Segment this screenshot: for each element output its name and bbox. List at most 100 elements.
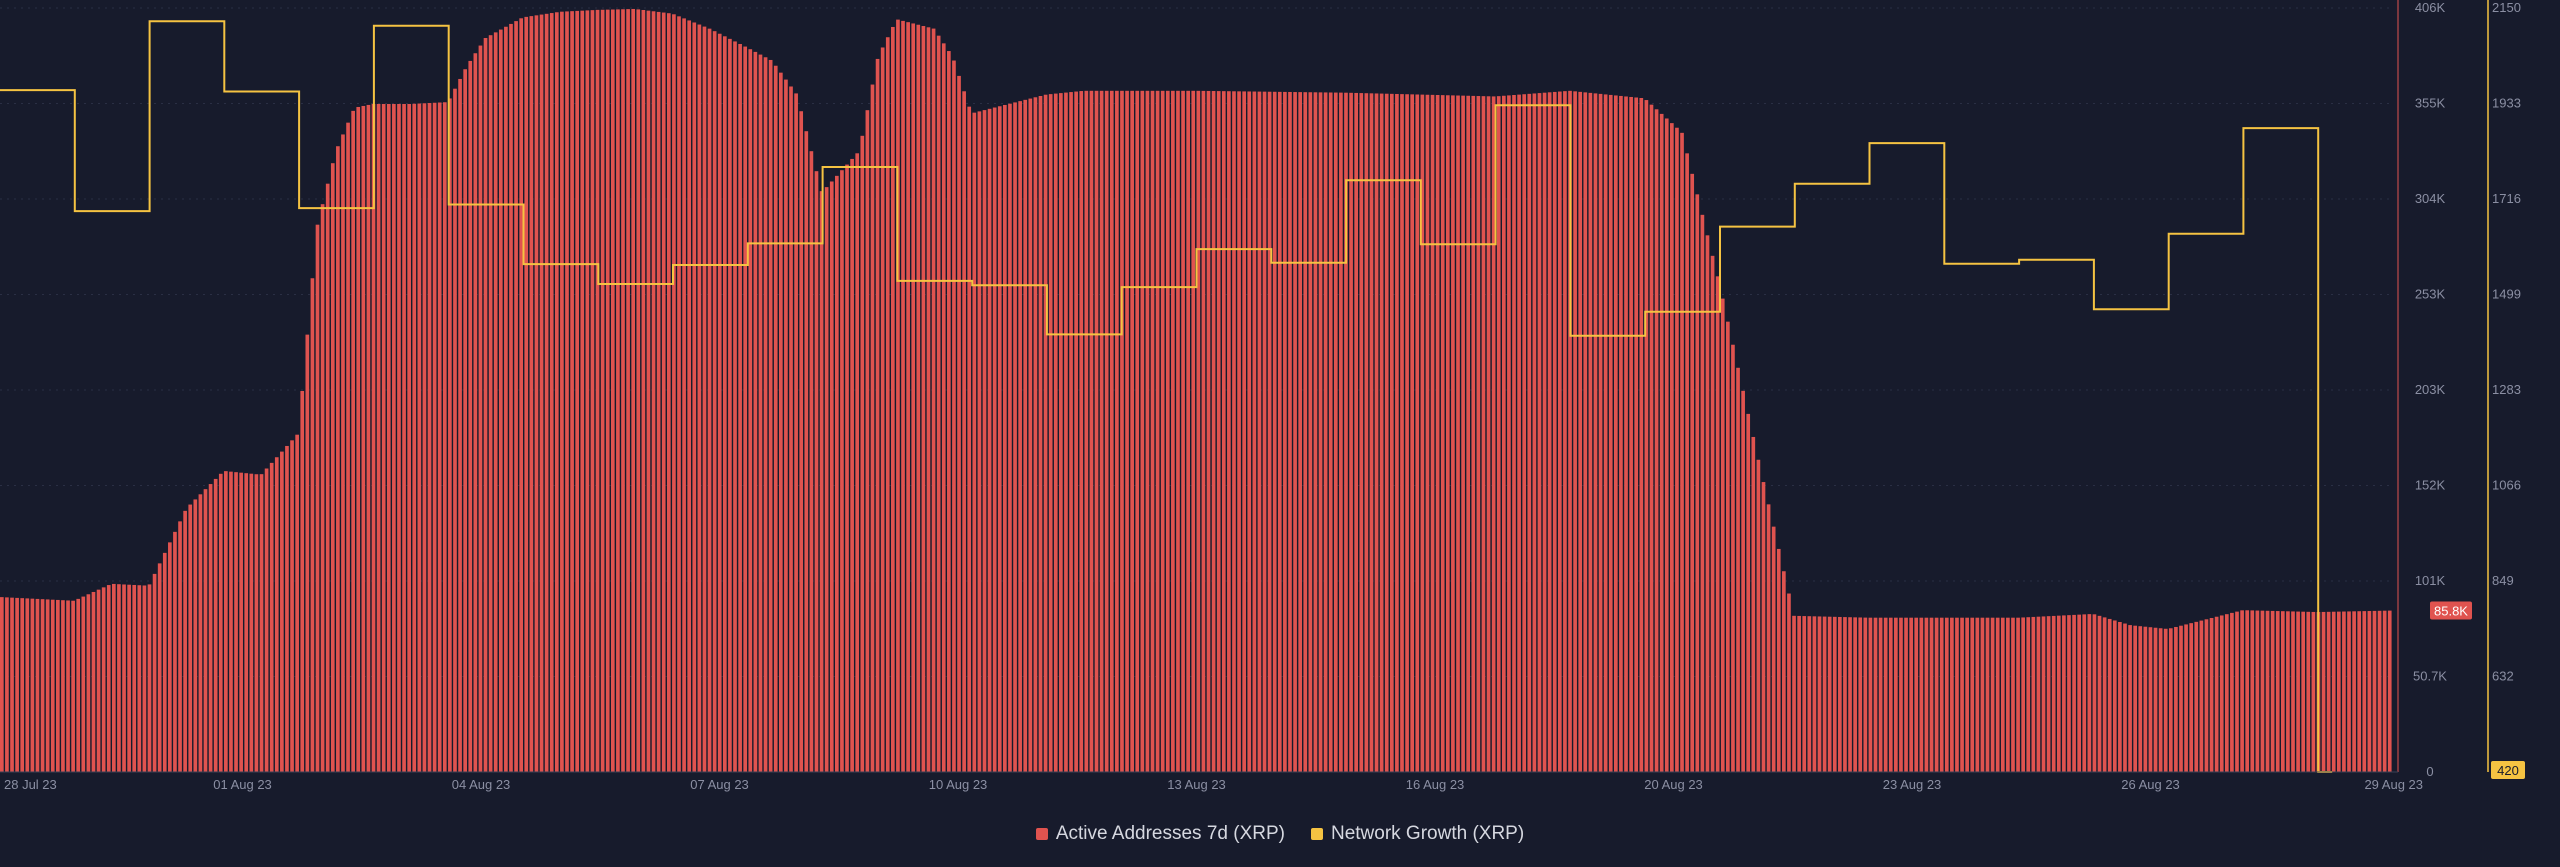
bar — [2041, 616, 2046, 772]
bar — [554, 12, 559, 772]
left-current-value-badge — [2430, 601, 2472, 620]
bar — [580, 10, 585, 772]
bar — [1033, 97, 1038, 772]
bar — [1221, 91, 1226, 772]
bar — [1863, 617, 1868, 772]
bar — [1405, 94, 1409, 773]
bar — [1812, 616, 1817, 772]
bar — [259, 474, 264, 772]
bar — [1389, 93, 1394, 773]
bar — [1420, 94, 1425, 773]
left-axis-tick: 203K — [2415, 382, 2446, 397]
bar — [1558, 91, 1562, 773]
bar — [1619, 95, 1623, 772]
bar — [2204, 619, 2209, 772]
bar — [1064, 92, 1068, 772]
bar — [218, 473, 223, 772]
bar — [855, 153, 860, 773]
bar — [651, 11, 656, 772]
bar — [1115, 90, 1119, 773]
legend-swatch-active-addresses — [1035, 828, 1048, 840]
bar — [1919, 617, 1924, 772]
bar — [941, 43, 946, 773]
bar — [2006, 617, 2010, 772]
bar — [687, 20, 692, 772]
bar — [2362, 611, 2367, 772]
bar — [2067, 615, 2071, 772]
bar — [931, 28, 936, 772]
bar — [1761, 482, 1766, 772]
bar — [1425, 94, 1430, 772]
bar — [1277, 91, 1282, 773]
bar — [1588, 92, 1593, 772]
bar — [595, 9, 600, 772]
bar — [417, 103, 422, 772]
bar — [835, 175, 839, 773]
x-axis-tick: 10 Aug 23 — [929, 777, 988, 792]
legend-item-active-addresses[interactable]: Active Addresses 7d (XRP) — [1035, 823, 1285, 845]
bar — [2275, 611, 2280, 772]
bar — [590, 10, 595, 772]
bar — [1038, 96, 1043, 772]
bar — [188, 504, 193, 772]
bar — [758, 54, 763, 772]
bar — [1883, 617, 1888, 772]
bar — [392, 103, 396, 773]
bar — [1272, 91, 1277, 773]
bar — [1603, 94, 1608, 773]
bar — [2189, 623, 2194, 772]
left-axis-tick: 152K — [2415, 478, 2446, 493]
right-axis-tick: 1283 — [2492, 382, 2521, 397]
bar — [1985, 617, 1990, 772]
bar — [1944, 617, 1949, 772]
bar — [1894, 617, 1898, 772]
bar — [600, 9, 605, 772]
bar — [2291, 611, 2295, 772]
bar — [356, 106, 361, 773]
bar — [982, 110, 987, 773]
bar — [483, 38, 488, 772]
bar — [717, 33, 722, 773]
bar — [427, 103, 432, 772]
bar — [2163, 628, 2168, 772]
bar — [840, 170, 844, 773]
bar — [1109, 90, 1114, 773]
bar — [1349, 92, 1353, 772]
bar — [1766, 504, 1771, 772]
bar — [1339, 92, 1343, 773]
bar — [2270, 610, 2275, 772]
bar — [616, 9, 620, 773]
bar — [819, 191, 824, 772]
bar — [1216, 91, 1221, 773]
bar — [2321, 611, 2326, 772]
bar — [2000, 617, 2005, 772]
bar — [2214, 616, 2219, 772]
bar — [2347, 611, 2351, 772]
bar — [1155, 90, 1160, 773]
bar — [1333, 92, 1338, 772]
right-axis-tick: 632 — [2492, 669, 2514, 684]
bar — [1043, 94, 1048, 773]
bar — [1354, 92, 1359, 772]
bar — [1644, 100, 1649, 773]
bar — [1232, 91, 1236, 772]
bar — [646, 10, 651, 772]
bar — [2240, 610, 2244, 772]
chart-canvas[interactable]: 406K 355K 304K 253K 203K 152K 101K 50.7K 0 2150 19… — [0, 0, 2560, 800]
bar — [829, 181, 834, 773]
bar — [478, 45, 483, 773]
bar — [875, 58, 880, 773]
bar — [86, 594, 91, 772]
left-current-value-text: 85.8K — [2434, 604, 2468, 619]
bar — [1135, 90, 1140, 773]
legend-label-network-growth: Network Growth (XRP) — [1330, 823, 1525, 844]
bar — [1909, 617, 1913, 772]
bar — [2352, 611, 2356, 772]
bar — [1008, 103, 1012, 772]
bar — [1430, 94, 1435, 773]
bar — [1695, 194, 1700, 773]
legend-item-network-growth[interactable]: Network Growth (XRP) — [1310, 823, 1525, 845]
bar — [1410, 94, 1415, 773]
bar — [661, 12, 666, 773]
bar — [885, 37, 890, 773]
